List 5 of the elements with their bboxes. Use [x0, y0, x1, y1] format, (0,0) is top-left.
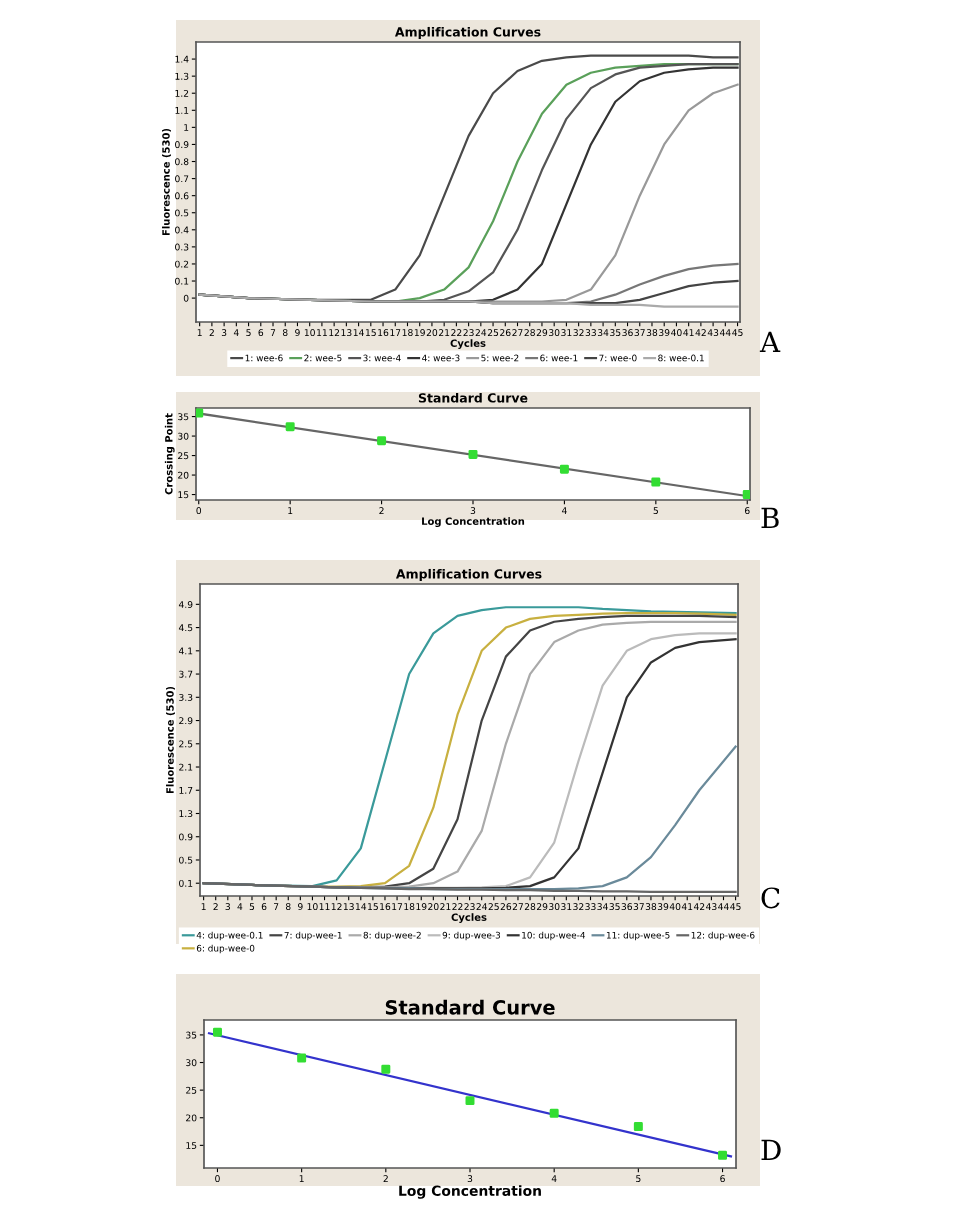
text: D [761, 1139, 781, 1160]
chart-title: Standard Curve [385, 999, 555, 1015]
text: C [761, 887, 780, 909]
text: A [759, 331, 781, 352]
text: B [761, 507, 779, 528]
